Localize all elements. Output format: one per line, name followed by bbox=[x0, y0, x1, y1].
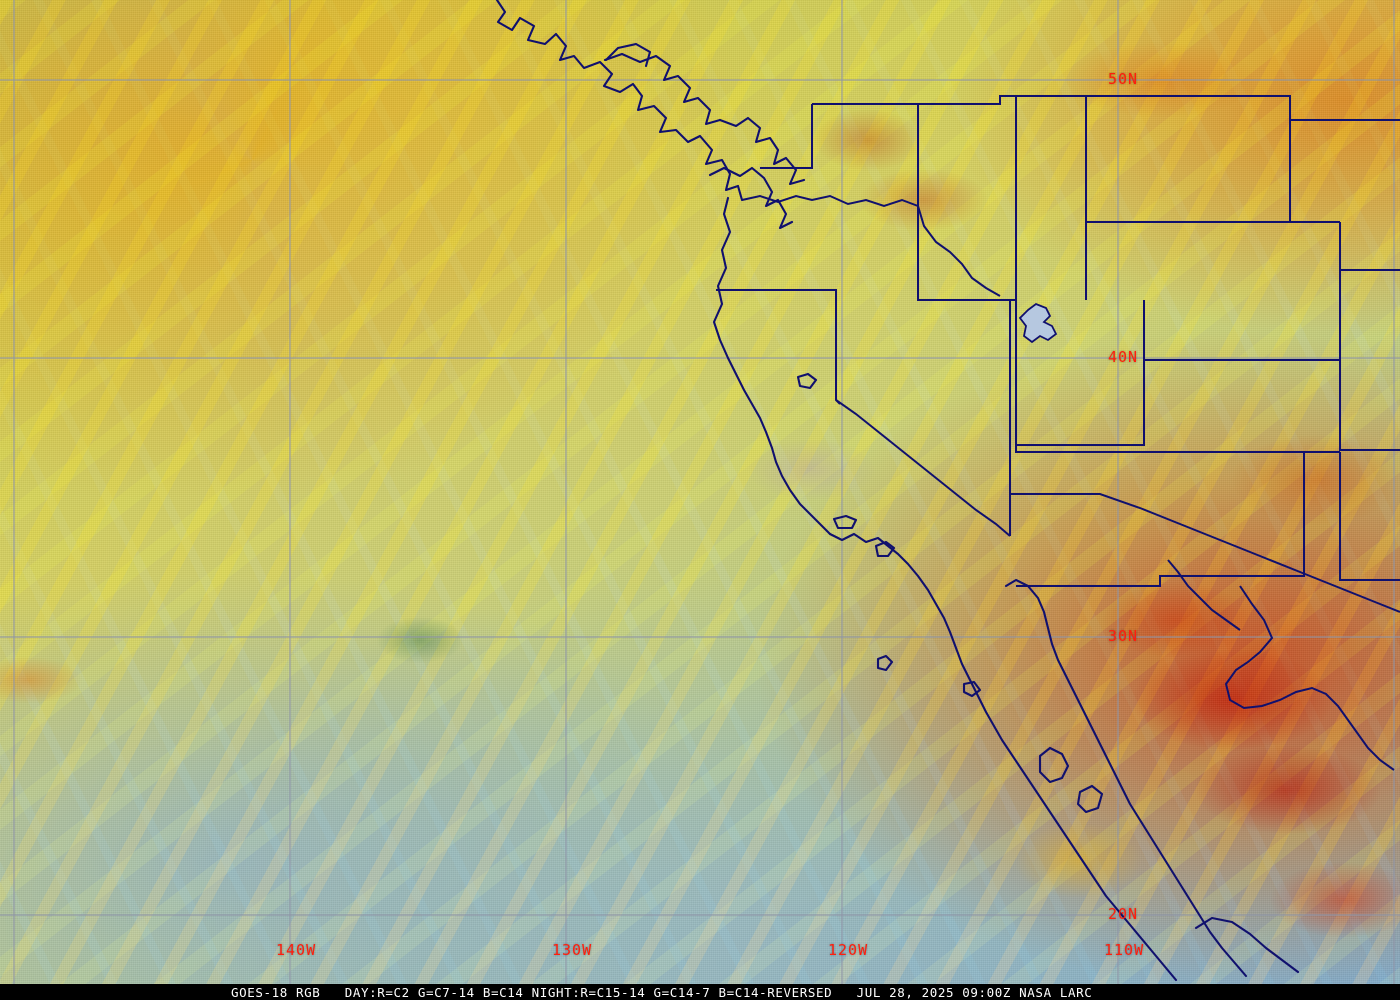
coastlines bbox=[495, 0, 1300, 982]
lat-label-30n: 30N bbox=[1108, 627, 1139, 645]
lon-label-120w: 120W bbox=[828, 941, 869, 959]
lat-label-40n: 40N bbox=[1108, 348, 1139, 366]
caption-bar: GOES-18 RGB DAY:R=C2 G=C7-14 B=C14 NIGHT… bbox=[0, 984, 1400, 1000]
lon-label-110w: 110W bbox=[1104, 941, 1145, 959]
lon-label-130w: 130W bbox=[552, 941, 593, 959]
state-province-borders bbox=[716, 95, 1400, 771]
lat-label-20n: 20N bbox=[1108, 905, 1139, 923]
caption-text: GOES-18 RGB DAY:R=C2 G=C7-14 B=C14 NIGHT… bbox=[231, 984, 1093, 1000]
lakes bbox=[1018, 302, 1058, 344]
lat-label-50n: 50N bbox=[1108, 70, 1139, 88]
lon-label-140w: 140W bbox=[276, 941, 317, 959]
